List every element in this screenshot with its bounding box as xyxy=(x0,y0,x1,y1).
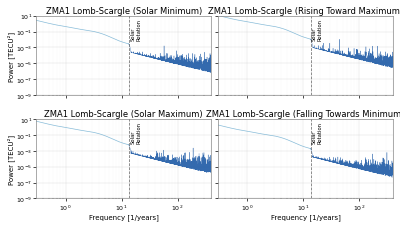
X-axis label: Frequency [1/years]: Frequency [1/years] xyxy=(89,213,159,220)
Y-axis label: Power [TECU²]: Power [TECU²] xyxy=(7,31,15,81)
Title: ZMA1 Lomb-Scargle (Falling Towards Minimum): ZMA1 Lomb-Scargle (Falling Towards Minim… xyxy=(206,110,400,119)
Text: Solar
Rotation: Solar Rotation xyxy=(312,122,323,144)
Title: ZMA1 Lomb-Scargle (Solar Minimum): ZMA1 Lomb-Scargle (Solar Minimum) xyxy=(46,7,202,16)
Title: ZMA1 Lomb-Scargle (Solar Maximum): ZMA1 Lomb-Scargle (Solar Maximum) xyxy=(44,110,203,119)
Text: Solar
Rotation: Solar Rotation xyxy=(312,19,323,41)
Text: Solar
Rotation: Solar Rotation xyxy=(130,19,141,41)
Y-axis label: Power [TECU²]: Power [TECU²] xyxy=(7,134,15,184)
X-axis label: Frequency [1/years]: Frequency [1/years] xyxy=(271,213,340,220)
Title: ZMA1 Lomb-Scargle (Rising Toward Maximum): ZMA1 Lomb-Scargle (Rising Toward Maximum… xyxy=(208,7,400,16)
Text: Solar
Rotation: Solar Rotation xyxy=(130,122,141,144)
